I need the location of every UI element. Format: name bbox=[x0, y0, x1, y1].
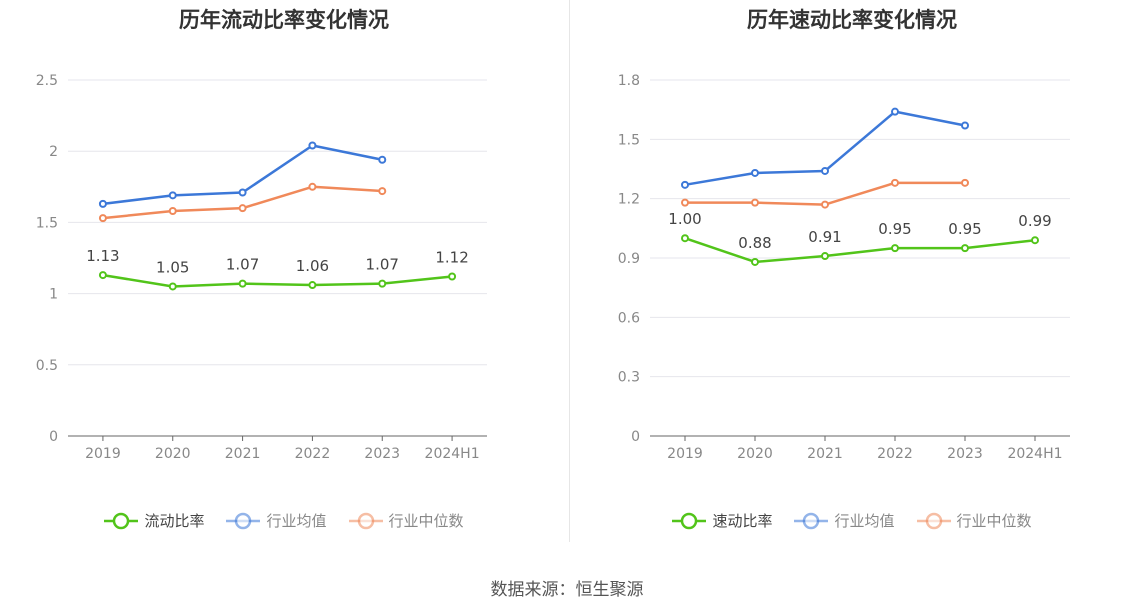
y-tick-label: 0.3 bbox=[618, 370, 640, 386]
legend-marker-icon bbox=[226, 512, 261, 529]
data-label: 1.05 bbox=[156, 258, 189, 276]
data-point bbox=[168, 282, 177, 291]
y-tick-label: 1 bbox=[49, 287, 58, 303]
chart-panel-quick-ratio: 历年速动比率变化情况 0 0.3 0.6 0.9 1.2 1.5 1.8 2019 2020 20… bbox=[570, 0, 1134, 560]
panel-divider bbox=[569, 0, 570, 542]
x-tick-label: 2024H1 bbox=[425, 446, 480, 462]
chart-svg-quick-ratio: 0 0.3 0.6 0.9 1.2 1.5 1.8 2019 2020 2021 2022 2023 2… bbox=[618, 73, 1070, 462]
data-label: 0.99 bbox=[1018, 212, 1051, 230]
data-point bbox=[681, 198, 689, 207]
x-tick-label: 2021 bbox=[807, 446, 843, 462]
y-tick-label: 1.5 bbox=[618, 132, 640, 148]
y-tick-label: 1.2 bbox=[618, 192, 640, 208]
chart-title: 历年速动比率变化情况 bbox=[747, 8, 957, 32]
data-point bbox=[378, 187, 387, 196]
data-point bbox=[821, 200, 829, 209]
data-point bbox=[821, 252, 829, 261]
chart-svg-current-ratio: 0 0.5 1 1.5 2 2.5 2019 2020 2021 2022 2023 2024H1 1.… bbox=[36, 73, 487, 462]
data-label: 1.00 bbox=[668, 210, 701, 228]
x-tick-label: 2020 bbox=[737, 446, 773, 462]
x-tick-label: 2023 bbox=[364, 446, 400, 462]
legend-marker-icon bbox=[348, 512, 383, 529]
data-point bbox=[238, 279, 247, 288]
data-point bbox=[98, 214, 107, 223]
data-point bbox=[891, 178, 899, 187]
y-tick-label: 2.5 bbox=[36, 73, 58, 89]
data-point bbox=[378, 279, 387, 288]
y-tick-label: 0.9 bbox=[618, 251, 640, 267]
data-point bbox=[1031, 236, 1039, 245]
data-point bbox=[751, 198, 759, 207]
data-point bbox=[891, 244, 899, 253]
x-tick-label: 2024H1 bbox=[1007, 446, 1062, 462]
x-tick-label: 2023 bbox=[947, 446, 983, 462]
data-point bbox=[98, 271, 107, 280]
data-label: 1.06 bbox=[296, 257, 329, 275]
x-tick-label: 2022 bbox=[295, 446, 331, 462]
data-point bbox=[961, 178, 969, 187]
y-tick-label: 0.6 bbox=[618, 310, 640, 326]
data-label: 0.91 bbox=[808, 228, 841, 246]
series-line bbox=[684, 237, 1036, 264]
data-label: 1.07 bbox=[226, 256, 259, 274]
data-point bbox=[168, 207, 177, 216]
data-point bbox=[308, 281, 317, 290]
data-point bbox=[751, 257, 759, 266]
chart-legend: 速动比率 行业均值 行业中位数 bbox=[570, 510, 1134, 531]
data-point bbox=[168, 191, 177, 200]
y-tick-label: 1.8 bbox=[618, 73, 640, 89]
legend-item[interactable]: 速动比率 bbox=[672, 510, 772, 531]
legend-item[interactable]: 行业中位数 bbox=[348, 510, 464, 531]
series-line bbox=[102, 273, 453, 288]
legend-label: 行业中位数 bbox=[388, 512, 464, 530]
x-tick-label: 2022 bbox=[877, 446, 913, 462]
data-point bbox=[308, 141, 317, 150]
x-tick-label: 2020 bbox=[155, 446, 191, 462]
legend-label: 行业均值 bbox=[266, 512, 327, 530]
legend-item[interactable]: 行业均值 bbox=[226, 510, 327, 531]
legend-label: 行业中位数 bbox=[956, 512, 1032, 530]
legend-item[interactable]: 行业中位数 bbox=[916, 510, 1032, 531]
chart-legend: 流动比率 行业均值 行业中位数 bbox=[0, 510, 568, 531]
y-tick-label: 0 bbox=[49, 429, 58, 445]
x-tick-label: 2019 bbox=[667, 446, 703, 462]
chart-title: 历年流动比率变化情况 bbox=[179, 8, 389, 32]
legend-marker-icon bbox=[104, 512, 139, 529]
x-tick-label: 2021 bbox=[225, 446, 261, 462]
y-tick-label: 0.5 bbox=[36, 358, 58, 374]
data-point bbox=[891, 107, 899, 116]
data-label: 1.13 bbox=[86, 247, 119, 265]
legend-item[interactable]: 流动比率 bbox=[104, 510, 204, 531]
data-label: 1.07 bbox=[366, 256, 399, 274]
legend-marker-icon bbox=[794, 512, 829, 529]
legend-item[interactable]: 行业均值 bbox=[794, 510, 895, 531]
legend-label: 行业均值 bbox=[834, 512, 895, 530]
data-point bbox=[378, 155, 387, 164]
y-tick-label: 1.5 bbox=[36, 215, 58, 231]
data-point bbox=[961, 244, 969, 253]
data-source-note: 数据来源：恒生聚源 bbox=[490, 580, 644, 600]
data-point bbox=[448, 272, 457, 281]
x-tick-label: 2019 bbox=[85, 446, 121, 462]
data-point bbox=[681, 234, 689, 243]
legend-marker-icon bbox=[672, 512, 707, 529]
data-point bbox=[681, 180, 689, 189]
data-label: 0.95 bbox=[878, 220, 911, 238]
chart-panel-current-ratio: 历年流动比率变化情况 0 0.5 1 1.5 2 2.5 2019 2020 2021 2022 2… bbox=[0, 0, 568, 560]
data-point bbox=[751, 168, 759, 177]
y-tick-label: 0 bbox=[631, 429, 640, 445]
data-point bbox=[238, 204, 247, 213]
data-point bbox=[98, 199, 107, 208]
legend-label: 流动比率 bbox=[144, 512, 205, 530]
data-point bbox=[308, 182, 317, 191]
data-point bbox=[821, 166, 829, 175]
y-tick-label: 2 bbox=[49, 144, 58, 160]
data-point bbox=[961, 121, 969, 130]
data-label: 1.12 bbox=[435, 249, 468, 267]
data-label: 0.88 bbox=[738, 234, 771, 252]
legend-label: 速动比率 bbox=[712, 512, 773, 530]
data-label: 0.95 bbox=[948, 220, 981, 238]
legend-marker-icon bbox=[916, 512, 951, 529]
data-point bbox=[238, 188, 247, 197]
